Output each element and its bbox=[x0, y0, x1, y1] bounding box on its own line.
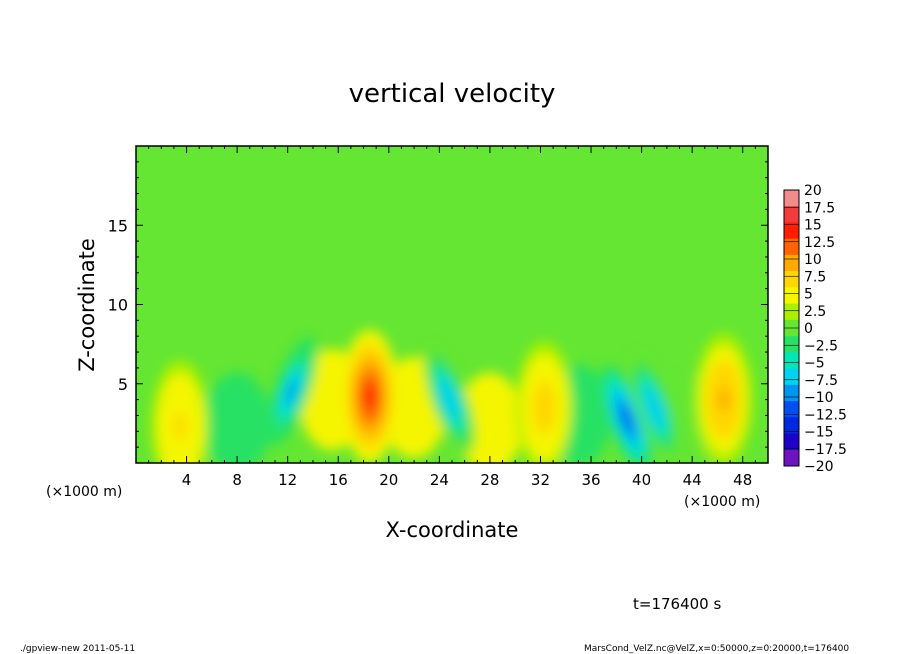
colorbar-swatch bbox=[784, 401, 799, 418]
feature-contour bbox=[444, 388, 455, 411]
colorbar-label: 10 bbox=[804, 252, 822, 268]
colorbar-swatch bbox=[784, 206, 799, 223]
x-tick-label: 16 bbox=[329, 471, 348, 489]
colorbar-label: 20 bbox=[804, 183, 822, 199]
colorbar-swatch bbox=[784, 352, 799, 369]
colorbar-label: 12.5 bbox=[804, 235, 835, 251]
y-axis: 5 10 15 bbox=[108, 161, 768, 448]
colorbar-swatch bbox=[784, 433, 799, 451]
colorbar-label: 0 bbox=[804, 321, 813, 337]
colorbar-label: 5 bbox=[804, 287, 813, 303]
x-tick-label: 36 bbox=[581, 471, 600, 489]
colorbar-swatch bbox=[784, 449, 799, 467]
x-axis: 4 8 12 16 20 24 28 32 36 40 44 48 bbox=[148, 146, 756, 489]
colorbar-label: −17.5 bbox=[804, 442, 847, 458]
x-tick-label: 44 bbox=[683, 471, 702, 489]
x-tick-label: 28 bbox=[480, 471, 499, 489]
colorbar-swatch bbox=[784, 336, 799, 353]
feature-contour bbox=[286, 380, 297, 403]
colorbar-label: −10 bbox=[804, 390, 834, 406]
feature-downdraft-4 bbox=[265, 337, 318, 446]
colorbar-label: −7.5 bbox=[804, 373, 838, 389]
heatmap-field bbox=[136, 146, 768, 463]
colorbar-swatch bbox=[784, 271, 799, 288]
colorbar-swatch bbox=[784, 303, 799, 321]
x-tick-label: 32 bbox=[531, 471, 550, 489]
x-tick-label: 40 bbox=[632, 471, 651, 489]
x-tick-label: 12 bbox=[278, 471, 297, 489]
halo-mark bbox=[204, 372, 270, 463]
y-tick-label: 15 bbox=[108, 216, 128, 235]
x-tick-label: 8 bbox=[232, 471, 242, 489]
colorbar-swatch bbox=[784, 190, 799, 207]
feature-contour bbox=[538, 394, 551, 421]
x-unit-label-left: (×1000 m) bbox=[46, 484, 122, 500]
feature-contour bbox=[621, 407, 632, 430]
feature-downdraft-7 bbox=[628, 353, 680, 462]
y-tick-label: 10 bbox=[108, 296, 128, 315]
footer-left-text: ./gpview-new 2011-05-11 bbox=[20, 644, 135, 654]
colorbar-swatch bbox=[784, 368, 799, 386]
x-tick-label: 24 bbox=[430, 471, 449, 489]
colorbar-label: −15 bbox=[804, 425, 834, 441]
colorbar-swatch bbox=[784, 222, 799, 240]
x-tick-label: 20 bbox=[379, 471, 398, 489]
colorbar-label: 2.5 bbox=[804, 304, 826, 320]
feature-updraft-1 bbox=[340, 329, 399, 463]
colorbar-label: 15 bbox=[804, 218, 822, 234]
colorbar-swatch bbox=[784, 238, 799, 256]
colorbar-label: −20 bbox=[804, 459, 834, 475]
feature-contour bbox=[364, 383, 376, 410]
colorbar-label: 17.5 bbox=[804, 200, 835, 216]
colorbar-label: −5 bbox=[804, 356, 825, 372]
colorbar-label: 7.5 bbox=[804, 269, 826, 285]
colorbar-swatch bbox=[784, 417, 799, 434]
x-tick-label: 48 bbox=[733, 471, 752, 489]
colorbar-label: −12.5 bbox=[804, 407, 847, 423]
footer-right-text: MarsCond_VelZ.nc@VelZ,x=0:50000,z=0:2000… bbox=[584, 644, 849, 654]
feature-contour bbox=[174, 413, 187, 440]
colorbar-swatch bbox=[784, 254, 799, 272]
colorbar-swatch bbox=[784, 287, 799, 304]
x-unit-label-right: (×1000 m) bbox=[684, 494, 760, 510]
feature-updraft-0 bbox=[151, 359, 210, 463]
feature-updraft-3 bbox=[694, 333, 753, 463]
y-axis-title: Z-coordinate bbox=[75, 238, 99, 372]
colorbar-swatch bbox=[784, 384, 799, 402]
feature-downdraft-5 bbox=[423, 345, 476, 454]
feature-contour bbox=[649, 396, 660, 419]
y-tick-label: 5 bbox=[118, 375, 128, 394]
feature-contour bbox=[717, 386, 730, 413]
colorbar-label: −2.5 bbox=[804, 338, 838, 354]
x-axis-title: X-coordinate bbox=[386, 518, 519, 542]
chart-title: vertical velocity bbox=[349, 79, 556, 109]
time-label: t=176400 s bbox=[633, 595, 721, 613]
feature-updraft-2 bbox=[515, 340, 574, 463]
feature-downdraft-6 bbox=[600, 364, 653, 463]
x-tick-label: 4 bbox=[182, 471, 192, 489]
